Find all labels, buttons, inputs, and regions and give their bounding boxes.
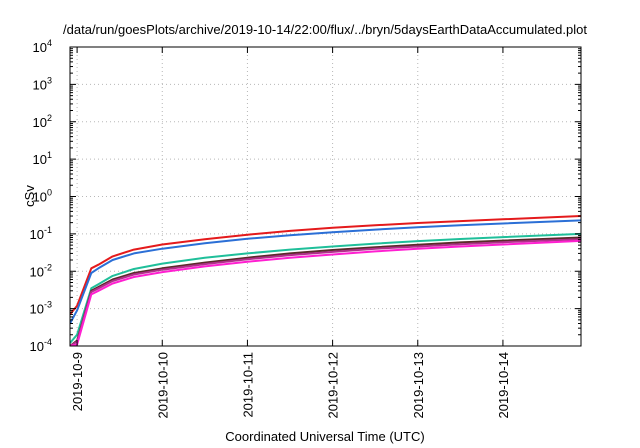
- y-tick-label-exponent: 2: [47, 113, 52, 123]
- y-tick-label: 103: [33, 75, 52, 92]
- y-tick-label-exponent: 1: [47, 150, 52, 160]
- y-tick-label: 10-4: [30, 337, 52, 354]
- y-tick-label-exponent: -2: [44, 262, 52, 272]
- series-line: [70, 238, 581, 346]
- y-tick-label-base: 10: [33, 115, 47, 130]
- y-tick-label-base: 10: [30, 227, 44, 242]
- x-axis-label: Coordinated Universal Time (UTC): [225, 429, 424, 444]
- chart-title: /data/run/goesPlots/archive/2019-10-14/2…: [63, 22, 587, 37]
- x-tick-label: 2019-10-14: [496, 352, 511, 419]
- y-tick-label: 100: [33, 188, 52, 205]
- y-tick-label-exponent: 0: [47, 188, 52, 198]
- y-tick-label-base: 10: [33, 77, 47, 92]
- x-tick-label: 2019-10-12: [326, 352, 341, 419]
- series-line: [70, 215, 581, 316]
- y-tick-label: 104: [33, 38, 52, 55]
- y-tick-label: 10-1: [30, 225, 52, 242]
- series-line: [70, 232, 581, 344]
- y-tick-label-exponent: -3: [44, 300, 52, 310]
- y-tick-label-base: 10: [33, 152, 47, 167]
- y-tick-label-base: 10: [30, 302, 44, 317]
- series-line: [70, 239, 581, 346]
- y-tick-label: 102: [33, 113, 52, 130]
- y-tick-label: 10-3: [30, 300, 52, 317]
- x-tick-label: 2019-10-11: [240, 352, 255, 418]
- y-tick-label: 10-2: [30, 262, 52, 279]
- series-layer: [70, 215, 581, 346]
- y-tick-label-exponent: 3: [47, 75, 52, 85]
- series-line: [70, 219, 581, 324]
- x-tick-label: 2019-10-9: [70, 352, 85, 411]
- y-tick-label-base: 10: [33, 40, 47, 55]
- x-tick-label: 2019-10-13: [411, 352, 426, 419]
- y-tick-label-exponent: -1: [44, 225, 52, 235]
- y-tick-label-base: 10: [30, 339, 44, 354]
- y-tick-label: 101: [33, 150, 52, 167]
- y-axis-label: cSv: [22, 185, 37, 207]
- x-tick-label: 2019-10-10: [155, 352, 170, 419]
- y-tick-label-exponent: -4: [44, 337, 52, 347]
- y-tick-label-base: 10: [30, 264, 44, 279]
- y-tick-label-exponent: 4: [47, 38, 52, 48]
- x-axis-ticks: 2019-10-9 2019-10-10 2019-10-11 2019-10-12 2…: [70, 47, 511, 419]
- y-tick-label-base: 10: [33, 190, 47, 205]
- series-line: [70, 236, 581, 346]
